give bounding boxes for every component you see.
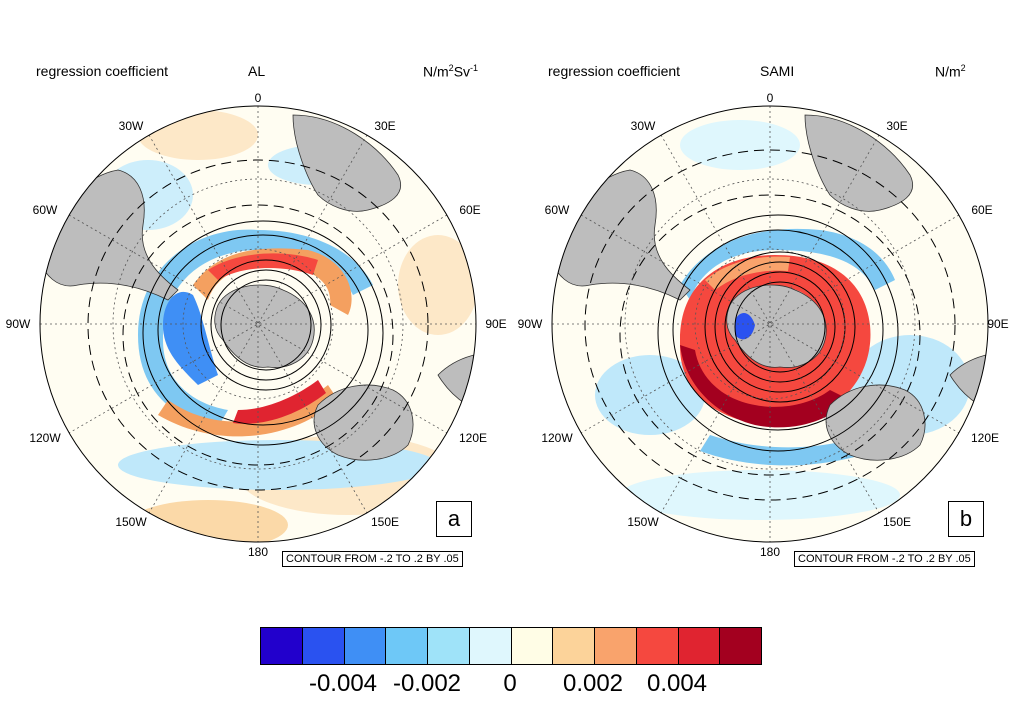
panel-a-left-title: regression coefficient (36, 63, 169, 79)
colorbar-swatch (553, 628, 595, 664)
panel-b-contour-note: CONTOUR FROM -.2 TO .2 BY .05 (794, 551, 975, 567)
polar-map-a (39, 105, 477, 543)
panel-a-contour-note: CONTOUR FROM -.2 TO .2 BY .05 (282, 551, 463, 567)
lon-label-30e: 30E (374, 119, 396, 133)
panel-b-center-title: SAMI (760, 63, 795, 79)
lon-label-120w: 120W (29, 431, 61, 445)
lon-label-30w: 30W (118, 119, 144, 133)
map-boundary (39, 105, 477, 543)
lon-label-30w: 30W (630, 119, 656, 133)
colorbar-tick: 0 (503, 670, 517, 697)
lon-label-180: 180 (759, 545, 781, 559)
australia-landmass (313, 384, 414, 461)
lon-label-90e: 90E (987, 317, 1009, 331)
contour-line (122, 204, 394, 466)
colorbar-swatch (595, 628, 637, 664)
strongest-pos-anomaly (680, 345, 850, 428)
map-panel-a: regression coefficient AL N/m2Sv-1 (6, 55, 507, 575)
contour-line (657, 214, 899, 452)
strong-pos-anomaly (233, 380, 326, 424)
lon-label-120e: 120E (970, 431, 1000, 445)
contour-line (734, 281, 826, 373)
lon-label-90w: 90W (517, 317, 543, 331)
lon-label-60e: 60E (459, 203, 481, 217)
africa-landmass (292, 114, 401, 212)
map-boundary (551, 105, 989, 543)
contour-line (200, 259, 332, 391)
map-panel-b: regression coefficient SAMI N/m2 (518, 55, 1010, 575)
colorbar-swatch (428, 628, 470, 664)
colorbar-tick: 0.002 (562, 670, 624, 697)
lon-label-60w: 60W (32, 203, 58, 217)
colorbar-swatch (720, 628, 761, 664)
pos-anomaly-ring (158, 385, 338, 437)
lon-label-150w: 150W (627, 515, 659, 529)
panel-a-center-title: AL (248, 63, 266, 79)
contour-line (714, 261, 846, 393)
colorbar-swatch (386, 628, 428, 664)
contour-line (672, 229, 884, 431)
colorbar-swatch (344, 628, 387, 664)
contour-line (584, 149, 956, 501)
lon-label-0: 0 (766, 91, 774, 105)
lon-label-90e: 90E (485, 317, 507, 331)
contour-line (704, 251, 856, 403)
colorbar-tick: -0.004 (308, 670, 378, 697)
colorbar-tick: 0.004 (646, 670, 708, 697)
colorbar-tick: -0.002 (392, 670, 462, 697)
contour-line (210, 269, 322, 381)
contour-line (220, 279, 312, 371)
neg-anomaly-patch (680, 120, 800, 170)
contour-line (619, 194, 921, 476)
pos-anomaly (705, 256, 790, 290)
pos-anomaly-patch (138, 110, 258, 160)
contour-line (87, 159, 429, 491)
lon-label-180: 180 (247, 545, 269, 559)
pos-anomaly-patch (398, 235, 476, 335)
lon-label-120w: 120W (541, 431, 573, 445)
neg-anomaly-patch (620, 470, 900, 520)
strong-neg-anomaly (163, 291, 218, 385)
panel-b-units: N/m2 (935, 63, 966, 80)
neg-anomaly-ring (680, 228, 895, 300)
africa-landmass (804, 114, 913, 212)
colorbar-swatch (636, 628, 679, 664)
colorbar (260, 627, 762, 665)
lon-label-120e: 120E (458, 431, 488, 445)
strong-pos-anomaly-ring (680, 255, 871, 425)
australia-landmass (825, 384, 926, 461)
panel-b-letter: b (948, 501, 984, 537)
contour-line (157, 234, 369, 426)
colorbar-swatch (678, 628, 721, 664)
neg-anomaly-patch (595, 355, 705, 435)
colorbar-swatch (511, 628, 554, 664)
contour-line (142, 220, 384, 446)
panel-a-letter: a (436, 501, 472, 537)
lon-label-150e: 150E (882, 515, 912, 529)
lon-label-30e: 30E (886, 119, 908, 133)
colorbar-swatch (261, 628, 303, 664)
strong-pos-anomaly (208, 253, 318, 280)
lon-label-60w: 60W (544, 203, 570, 217)
colorbar-swatch (469, 628, 512, 664)
lon-label-150w: 150W (115, 515, 147, 529)
lon-label-0: 0 (254, 91, 262, 105)
contour-line (724, 271, 836, 383)
colorbar-swatch (302, 628, 345, 664)
lon-label-60e: 60E (971, 203, 993, 217)
polar-map-b (551, 105, 989, 543)
panel-a-units: N/m2Sv-1 (423, 63, 479, 80)
panel-b-left-title: regression coefficient (548, 63, 681, 79)
lon-label-90w: 90W (5, 317, 31, 331)
strong-neg-anomaly (735, 313, 755, 340)
neg-anomaly-ring (700, 425, 898, 466)
lon-label-150e: 150E (370, 515, 400, 529)
